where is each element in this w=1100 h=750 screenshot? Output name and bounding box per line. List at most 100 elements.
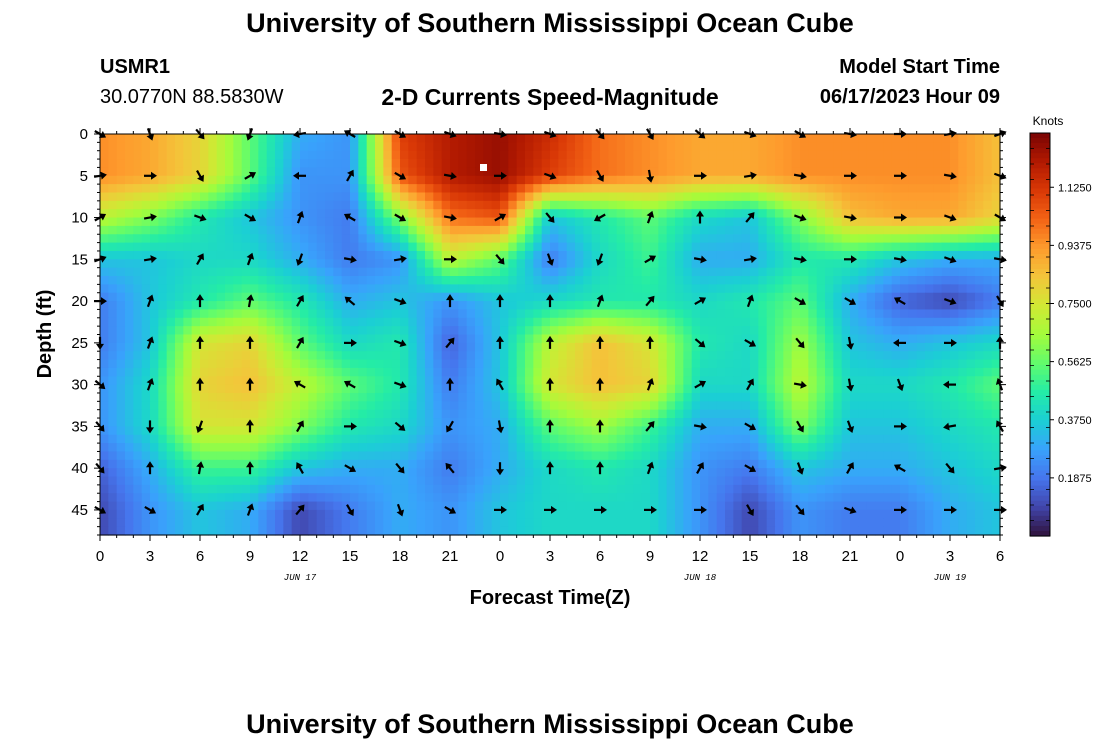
heatmap-cell (733, 159, 743, 169)
heatmap-cell (308, 209, 318, 219)
heatmap-cell (483, 326, 493, 336)
heatmap-cell (275, 426, 284, 436)
heatmap-cell (916, 351, 926, 361)
heatmap-cell (100, 209, 109, 219)
heatmap-cell (516, 351, 526, 361)
heatmap-cell (558, 459, 568, 469)
heatmap-cell (833, 409, 843, 419)
heatmap-cell (683, 167, 693, 177)
heatmap-cell (358, 359, 368, 369)
heatmap-cell (241, 367, 251, 377)
heatmap-cell (858, 334, 868, 344)
heatmap-cell (858, 484, 868, 494)
heatmap-cell (225, 326, 234, 336)
heatmap-cell (258, 351, 268, 361)
heatmap-cell (400, 434, 409, 444)
heatmap-cell (216, 392, 226, 402)
heatmap-cell (691, 468, 701, 478)
heatmap-cell (591, 501, 601, 511)
heatmap-cell (666, 192, 676, 202)
heatmap-cell (925, 443, 934, 453)
heatmap-cell (483, 342, 493, 352)
heatmap-cell (225, 225, 234, 235)
heatmap-cell (591, 175, 601, 185)
heatmap-cell (275, 134, 284, 143)
heatmap-cell (425, 351, 434, 361)
heatmap-cell (741, 309, 751, 319)
heatmap-cell (941, 309, 951, 319)
heatmap-cell (808, 384, 818, 394)
heatmap-cell (758, 267, 768, 277)
heatmap-cell (283, 334, 293, 344)
heatmap-cell (783, 334, 793, 344)
heatmap-cell (325, 250, 334, 260)
heatmap-cell (275, 267, 284, 277)
heatmap-cell (908, 384, 918, 394)
heatmap-cell (316, 301, 326, 311)
heatmap-cell (125, 267, 134, 277)
heatmap-cell (175, 401, 184, 411)
heatmap-cell (833, 234, 843, 244)
heatmap-cell (433, 426, 443, 436)
heatmap-cell (400, 409, 409, 419)
heatmap-cell (283, 342, 293, 352)
heatmap-cell (750, 142, 759, 152)
heatmap-cell (375, 184, 384, 194)
heatmap-cell (325, 443, 334, 453)
heatmap-cell (816, 167, 826, 177)
heatmap-cell (708, 501, 718, 511)
heatmap-cell (250, 184, 259, 194)
heatmap-cell (116, 367, 126, 377)
heatmap-cell (650, 317, 659, 327)
heatmap-cell (325, 317, 334, 327)
heatmap-cell (891, 267, 901, 277)
heatmap-cell (433, 309, 443, 319)
heatmap-cell (183, 476, 193, 486)
heatmap-cell (216, 175, 226, 185)
heatmap-cell (516, 242, 526, 252)
heatmap-cell (408, 309, 418, 319)
heatmap-cell (750, 301, 759, 311)
heatmap-cell (141, 501, 151, 511)
heatmap-cell (700, 434, 709, 444)
heatmap-cell (983, 134, 993, 143)
heatmap-cell (841, 351, 851, 361)
heatmap-cell (816, 342, 826, 352)
heatmap-cell (841, 309, 851, 319)
heatmap-cell (208, 134, 218, 143)
heatmap-cell (225, 301, 234, 311)
heatmap-cell (991, 509, 1001, 519)
heatmap-cell (691, 392, 701, 402)
heatmap-cell (533, 451, 543, 461)
heatmap-cell (591, 384, 601, 394)
heatmap-cell (375, 284, 384, 294)
heatmap-cell (608, 292, 618, 302)
heatmap-cell (208, 225, 218, 235)
heatmap-cell (283, 150, 293, 160)
heatmap-cell (558, 192, 568, 202)
heatmap-cell (333, 501, 343, 511)
heatmap-cell (275, 376, 284, 386)
heatmap-cell (808, 267, 818, 277)
heatmap-cell (591, 167, 601, 177)
heatmap-cell (500, 426, 509, 436)
heatmap-cell (808, 159, 818, 169)
heatmap-cell (791, 184, 801, 194)
heatmap-cell (283, 426, 293, 436)
heatmap-cell (258, 301, 268, 311)
heatmap-cell (275, 476, 284, 486)
heatmap-cell (416, 225, 426, 235)
heatmap-cell (466, 426, 476, 436)
heatmap-cell (725, 209, 734, 219)
heatmap-cell (475, 426, 484, 436)
heatmap-cell (416, 493, 426, 503)
heatmap-cell (858, 509, 868, 519)
heatmap-cell (983, 418, 993, 427)
heatmap-cell (566, 443, 576, 453)
heatmap-cell (975, 192, 984, 202)
heatmap-cell (775, 351, 784, 361)
heatmap-cell (275, 284, 284, 294)
heatmap-cell (350, 217, 359, 227)
heatmap-cell (650, 209, 659, 219)
heatmap-cell (766, 434, 776, 444)
